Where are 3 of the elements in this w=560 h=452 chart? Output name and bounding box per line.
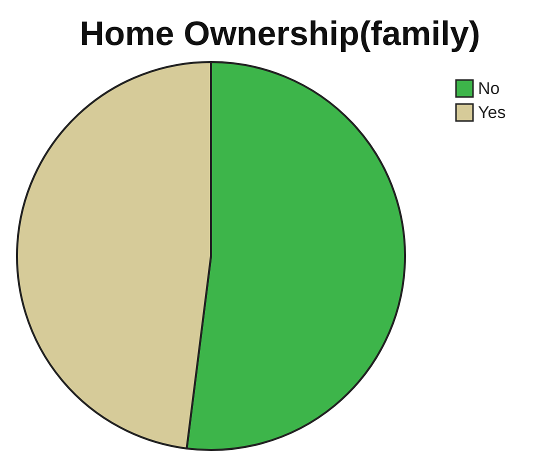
legend-label: No [478, 79, 500, 98]
legend-label: Yes [478, 103, 506, 122]
chart-title: Home Ownership(family) [80, 15, 480, 53]
